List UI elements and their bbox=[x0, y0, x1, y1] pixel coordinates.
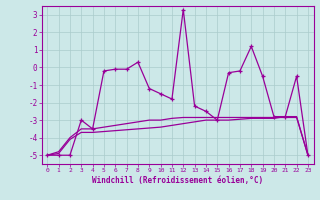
X-axis label: Windchill (Refroidissement éolien,°C): Windchill (Refroidissement éolien,°C) bbox=[92, 176, 263, 185]
